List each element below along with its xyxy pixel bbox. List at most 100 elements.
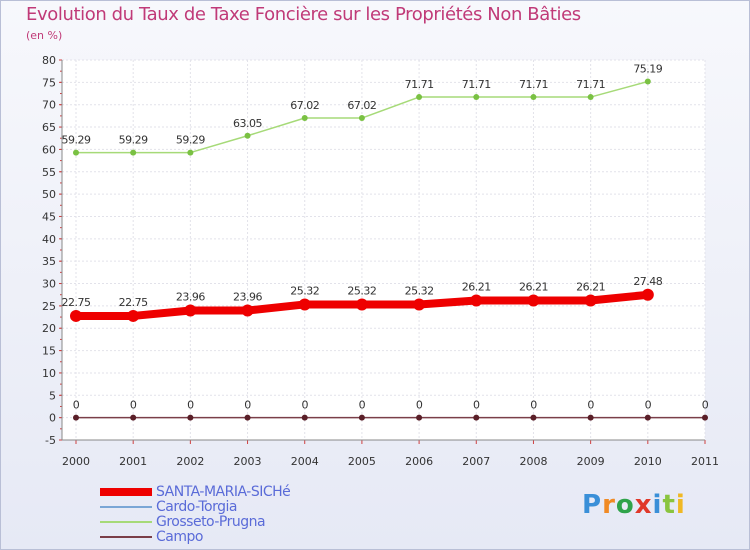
y-tick-label: 55 — [42, 166, 56, 179]
data-label: 0 — [301, 399, 308, 412]
x-tick-label: 2002 — [176, 455, 204, 468]
data-label: 0 — [187, 399, 194, 412]
y-tick-label: 5 — [49, 389, 56, 402]
logo-letter: o — [615, 490, 635, 520]
y-tick-label: 45 — [42, 210, 56, 223]
data-point — [641, 288, 654, 301]
x-tick-label: 2009 — [577, 455, 605, 468]
data-label: 26.21 — [519, 280, 548, 293]
data-label: 71.71 — [405, 78, 434, 91]
data-point — [73, 149, 79, 156]
data-label: 25.32 — [405, 284, 434, 297]
x-tick-label: 2008 — [519, 455, 547, 468]
x-tick-label: 2005 — [348, 455, 376, 468]
y-tick-label: 20 — [42, 322, 56, 335]
data-point — [644, 414, 651, 421]
data-label: 59.29 — [176, 134, 205, 147]
data-point — [587, 94, 594, 101]
chart-legend: SANTA-MARIA-SICHé Cardo-Torgia Grosseto-Pr… — [100, 483, 291, 545]
legend-item: SANTA-MARIA-SICHé — [100, 483, 291, 500]
data-point — [130, 414, 137, 421]
data-label: 26.21 — [462, 280, 491, 293]
legend-swatch — [100, 520, 152, 523]
logo-letter: P — [582, 490, 603, 520]
logo-letter: i — [652, 490, 663, 520]
data-label: 0 — [73, 399, 80, 412]
x-tick-label: 2003 — [234, 455, 262, 468]
x-tick-label: 2011 — [691, 455, 719, 468]
data-point — [530, 94, 537, 101]
y-tick-label: 75 — [42, 76, 56, 89]
data-label: 0 — [530, 399, 537, 412]
y-tick-label: 40 — [42, 233, 56, 246]
legend-label: SANTA-MARIA-SICHé — [156, 483, 291, 500]
data-point — [470, 294, 483, 307]
data-label: 0 — [702, 399, 709, 412]
data-point — [301, 115, 308, 122]
data-label: 67.02 — [347, 99, 376, 112]
data-label: 0 — [416, 399, 423, 412]
data-label: 26.21 — [576, 280, 605, 293]
logo-letter: i — [675, 490, 686, 520]
legend-label: Grosseto-Prugna — [156, 513, 266, 530]
data-point — [584, 294, 597, 307]
data-label: 71.71 — [576, 78, 605, 91]
data-point — [244, 132, 251, 139]
x-tick-label: 2001 — [119, 455, 147, 468]
y-tick-label: 80 — [42, 54, 56, 67]
data-label: 22.75 — [119, 296, 148, 309]
data-point — [527, 294, 540, 307]
y-tick-label: 15 — [42, 345, 56, 358]
logo-letter: t — [662, 490, 676, 520]
data-point — [473, 414, 480, 421]
data-point — [70, 309, 82, 322]
y-tick-label: 35 — [42, 255, 56, 268]
data-point — [130, 149, 137, 156]
legend-swatch — [100, 505, 152, 508]
data-point — [187, 149, 194, 156]
data-label: 71.71 — [519, 78, 548, 91]
data-point — [702, 414, 708, 421]
y-tick-label: 65 — [42, 121, 56, 134]
x-tick-label: 2000 — [62, 455, 90, 468]
data-point — [416, 414, 423, 421]
data-point — [244, 414, 251, 421]
legend-swatch — [100, 535, 152, 538]
data-point — [73, 414, 79, 421]
data-label: 0 — [359, 399, 366, 412]
data-label: 0 — [130, 399, 137, 412]
data-point — [184, 304, 197, 317]
legend-item: Campo — [100, 529, 290, 545]
data-label: 25.32 — [290, 284, 319, 297]
x-tick-label: 2007 — [462, 455, 490, 468]
data-label: 0 — [244, 399, 251, 412]
data-point — [473, 94, 480, 101]
data-point — [187, 414, 194, 421]
data-label: 71.71 — [462, 78, 491, 91]
data-label: 59.29 — [62, 134, 91, 147]
data-label: 75.19 — [633, 63, 662, 76]
data-label: 25.32 — [347, 284, 376, 297]
y-tick-label: 10 — [42, 367, 56, 380]
y-tick-label: -5 — [45, 434, 56, 447]
data-label: 23.96 — [176, 291, 205, 304]
y-tick-label: 60 — [42, 143, 56, 156]
y-tick-label: 25 — [42, 300, 56, 313]
data-label: 59.29 — [119, 134, 148, 147]
logo-letter: x — [634, 490, 653, 520]
data-point — [358, 115, 365, 122]
data-label: 67.02 — [290, 99, 319, 112]
legend-item: Grosseto-Prugna — [100, 513, 290, 530]
data-point — [298, 298, 311, 311]
y-tick-label: 70 — [42, 99, 56, 112]
data-label: 0 — [587, 399, 594, 412]
data-label: 0 — [645, 399, 652, 412]
legend-swatch — [100, 487, 152, 496]
data-point — [241, 304, 254, 317]
y-tick-label: 30 — [42, 278, 56, 291]
data-point — [355, 298, 368, 311]
data-point — [127, 309, 140, 322]
data-point — [587, 414, 594, 421]
data-point — [530, 414, 537, 421]
